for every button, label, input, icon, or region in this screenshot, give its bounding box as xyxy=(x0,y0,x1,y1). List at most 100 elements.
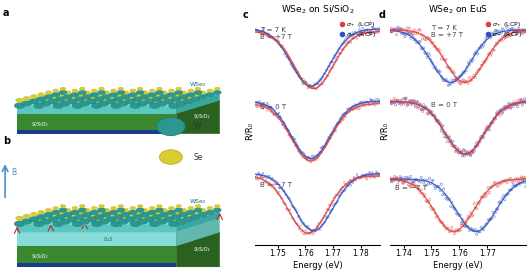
Point xyxy=(464,214,473,219)
Circle shape xyxy=(111,206,117,210)
Point xyxy=(298,222,307,226)
Point xyxy=(389,99,398,103)
Point xyxy=(365,30,373,34)
Point xyxy=(454,147,462,151)
Point xyxy=(340,39,349,44)
Point xyxy=(321,71,329,76)
Point xyxy=(268,110,277,115)
Point xyxy=(516,29,524,33)
Point xyxy=(396,27,404,31)
Point xyxy=(439,78,448,83)
Circle shape xyxy=(76,210,83,214)
Point xyxy=(367,29,375,34)
Circle shape xyxy=(160,212,169,217)
Point xyxy=(327,208,335,212)
Point xyxy=(503,181,511,185)
Text: B: B xyxy=(11,168,16,177)
Point xyxy=(342,43,351,48)
Point xyxy=(460,78,468,82)
Circle shape xyxy=(53,221,64,227)
Point xyxy=(269,112,278,116)
Point xyxy=(257,103,265,107)
Point xyxy=(503,192,511,196)
Point xyxy=(461,152,469,156)
Point xyxy=(352,31,360,35)
Point xyxy=(444,134,453,138)
Circle shape xyxy=(71,92,79,97)
Point xyxy=(333,58,341,63)
Circle shape xyxy=(74,98,81,102)
Circle shape xyxy=(195,204,201,208)
Circle shape xyxy=(145,98,155,104)
Point xyxy=(282,127,291,131)
Point xyxy=(278,44,287,48)
Circle shape xyxy=(180,91,187,94)
Point xyxy=(462,224,470,228)
Point xyxy=(366,170,374,175)
Point xyxy=(449,80,457,85)
Point xyxy=(369,174,377,179)
Point xyxy=(267,178,276,182)
Point xyxy=(257,175,265,180)
Point xyxy=(494,109,503,113)
Point xyxy=(504,105,513,109)
Point xyxy=(392,28,401,32)
Point xyxy=(343,183,352,187)
Point xyxy=(451,78,460,83)
Point xyxy=(431,45,439,49)
Point xyxy=(326,68,334,72)
Point xyxy=(361,173,370,177)
Circle shape xyxy=(22,219,32,224)
Point xyxy=(342,35,351,39)
Point xyxy=(515,28,523,32)
Point xyxy=(505,106,514,110)
Point xyxy=(356,175,365,180)
Point xyxy=(311,229,320,233)
Point xyxy=(281,124,290,128)
Point xyxy=(253,100,262,105)
Point xyxy=(452,76,461,81)
Point xyxy=(368,173,376,177)
Point xyxy=(259,101,267,106)
Circle shape xyxy=(146,212,153,216)
Point xyxy=(498,27,507,31)
Point xyxy=(429,62,437,66)
Point xyxy=(391,98,400,102)
Point xyxy=(292,208,301,212)
Point xyxy=(360,174,369,178)
Point xyxy=(253,28,262,33)
Point xyxy=(438,124,447,128)
Point xyxy=(409,180,417,184)
Point xyxy=(414,178,423,183)
Circle shape xyxy=(133,96,143,101)
Point xyxy=(355,107,364,111)
Point xyxy=(519,29,528,33)
Circle shape xyxy=(175,208,183,212)
Circle shape xyxy=(91,206,98,210)
Point xyxy=(268,35,277,39)
Point xyxy=(456,82,464,86)
Point xyxy=(280,201,289,206)
Point xyxy=(460,223,468,228)
Point xyxy=(419,103,428,107)
Point xyxy=(324,74,332,78)
Point xyxy=(455,150,463,155)
Point xyxy=(373,28,382,33)
Polygon shape xyxy=(17,232,220,246)
Circle shape xyxy=(149,103,160,109)
Point xyxy=(478,134,487,139)
Point xyxy=(315,227,324,232)
Point xyxy=(375,98,384,102)
Point xyxy=(440,58,449,62)
Point xyxy=(494,111,503,116)
Point xyxy=(408,180,416,184)
Point xyxy=(373,174,382,178)
Point xyxy=(326,136,334,141)
Point xyxy=(477,225,485,230)
Circle shape xyxy=(108,95,114,98)
Circle shape xyxy=(194,208,202,212)
Point xyxy=(301,80,309,84)
Point xyxy=(259,31,267,36)
Point xyxy=(439,58,448,62)
Point xyxy=(281,50,290,54)
